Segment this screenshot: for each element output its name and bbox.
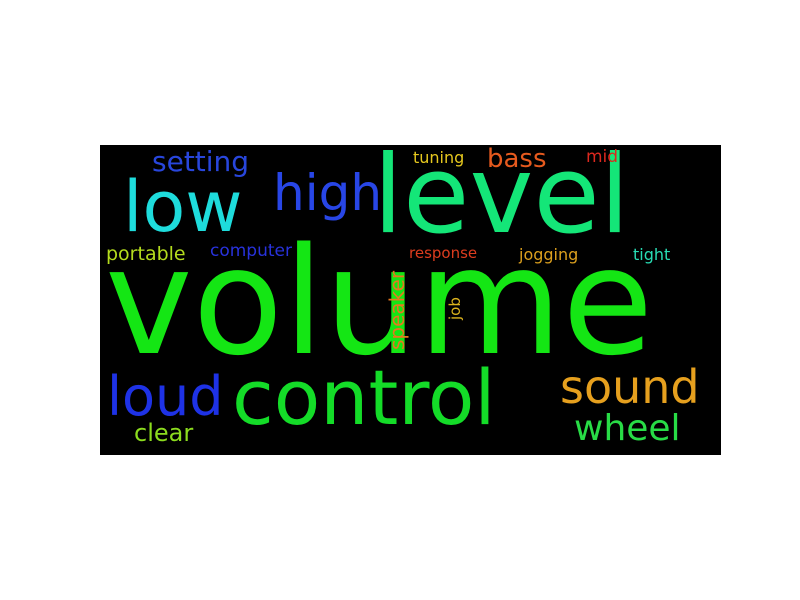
word-computer: computer [210,241,292,261]
word-level: level [373,145,630,258]
word-high: high [273,164,383,222]
word-jogging: jogging [519,245,579,264]
word-volume: volume [105,216,654,388]
word-bass: bass [487,145,547,174]
word-wheel: wheel [574,408,681,449]
word-clear: clear [134,419,194,447]
word-response: response [409,244,478,262]
word-portable: portable [106,243,186,265]
word-cloud: volume level control low high loud sound… [100,145,721,455]
word-sound: sound [560,360,700,414]
word-loud: loud [107,365,224,428]
word-low: low [123,166,243,248]
word-tight: tight [633,245,671,264]
word-setting: setting [152,145,250,178]
word-job: job [446,297,464,320]
word-control: control [232,353,496,442]
word-mid: mid [586,147,619,167]
word-tuning: tuning [413,148,465,167]
word-speaker: speaker [385,270,409,350]
